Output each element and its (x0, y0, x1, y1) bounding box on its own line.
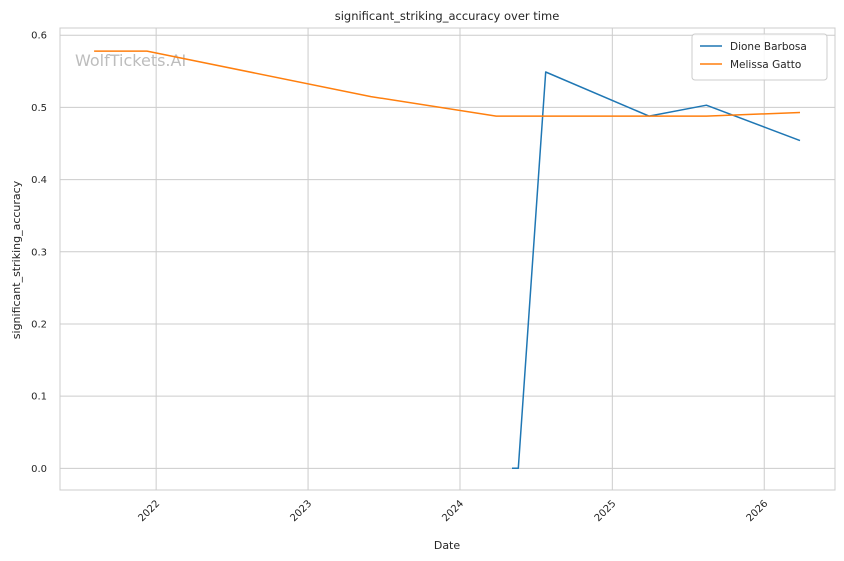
chart-title: significant_striking_accuracy over time (335, 9, 560, 23)
series-lines (94, 50, 801, 470)
legend-entry: Melissa Gatto (730, 59, 801, 71)
y-tick-label: 0.5 (31, 103, 47, 114)
y-axis-label: significant_striking_accuracy (10, 180, 23, 339)
y-tick-labels: 0.0 0.1 0.2 0.3 0.4 0.5 0.6 (31, 31, 47, 475)
y-tick-label: 0.0 (31, 464, 47, 475)
x-tick-label: 2022 (136, 498, 162, 524)
x-tick-label: 2026 (745, 498, 771, 524)
x-tick-labels: 2022 2023 2024 2025 2026 (136, 498, 770, 524)
series-line-melissa-gatto (94, 50, 801, 117)
y-tick-label: 0.2 (31, 319, 47, 330)
y-tick-label: 0.3 (31, 247, 47, 258)
series-line-dione-barbosa (512, 71, 801, 470)
grid-lines (60, 28, 835, 490)
x-tick-label: 2023 (288, 498, 314, 524)
x-axis-label: Date (434, 539, 461, 552)
plot-frame (59, 27, 836, 491)
y-tick-label: 0.4 (31, 175, 47, 186)
x-tick-label: 2025 (593, 498, 619, 524)
y-tick-label: 0.1 (31, 392, 47, 403)
legend-entry: Dione Barbosa (730, 41, 807, 53)
legend-box (691, 33, 828, 81)
x-tick-label: 2024 (440, 498, 466, 524)
legend: Dione Barbosa Melissa Gatto (691, 33, 828, 81)
watermark: WolfTickets.AI (75, 51, 186, 70)
y-tick-label: 0.6 (31, 31, 47, 42)
